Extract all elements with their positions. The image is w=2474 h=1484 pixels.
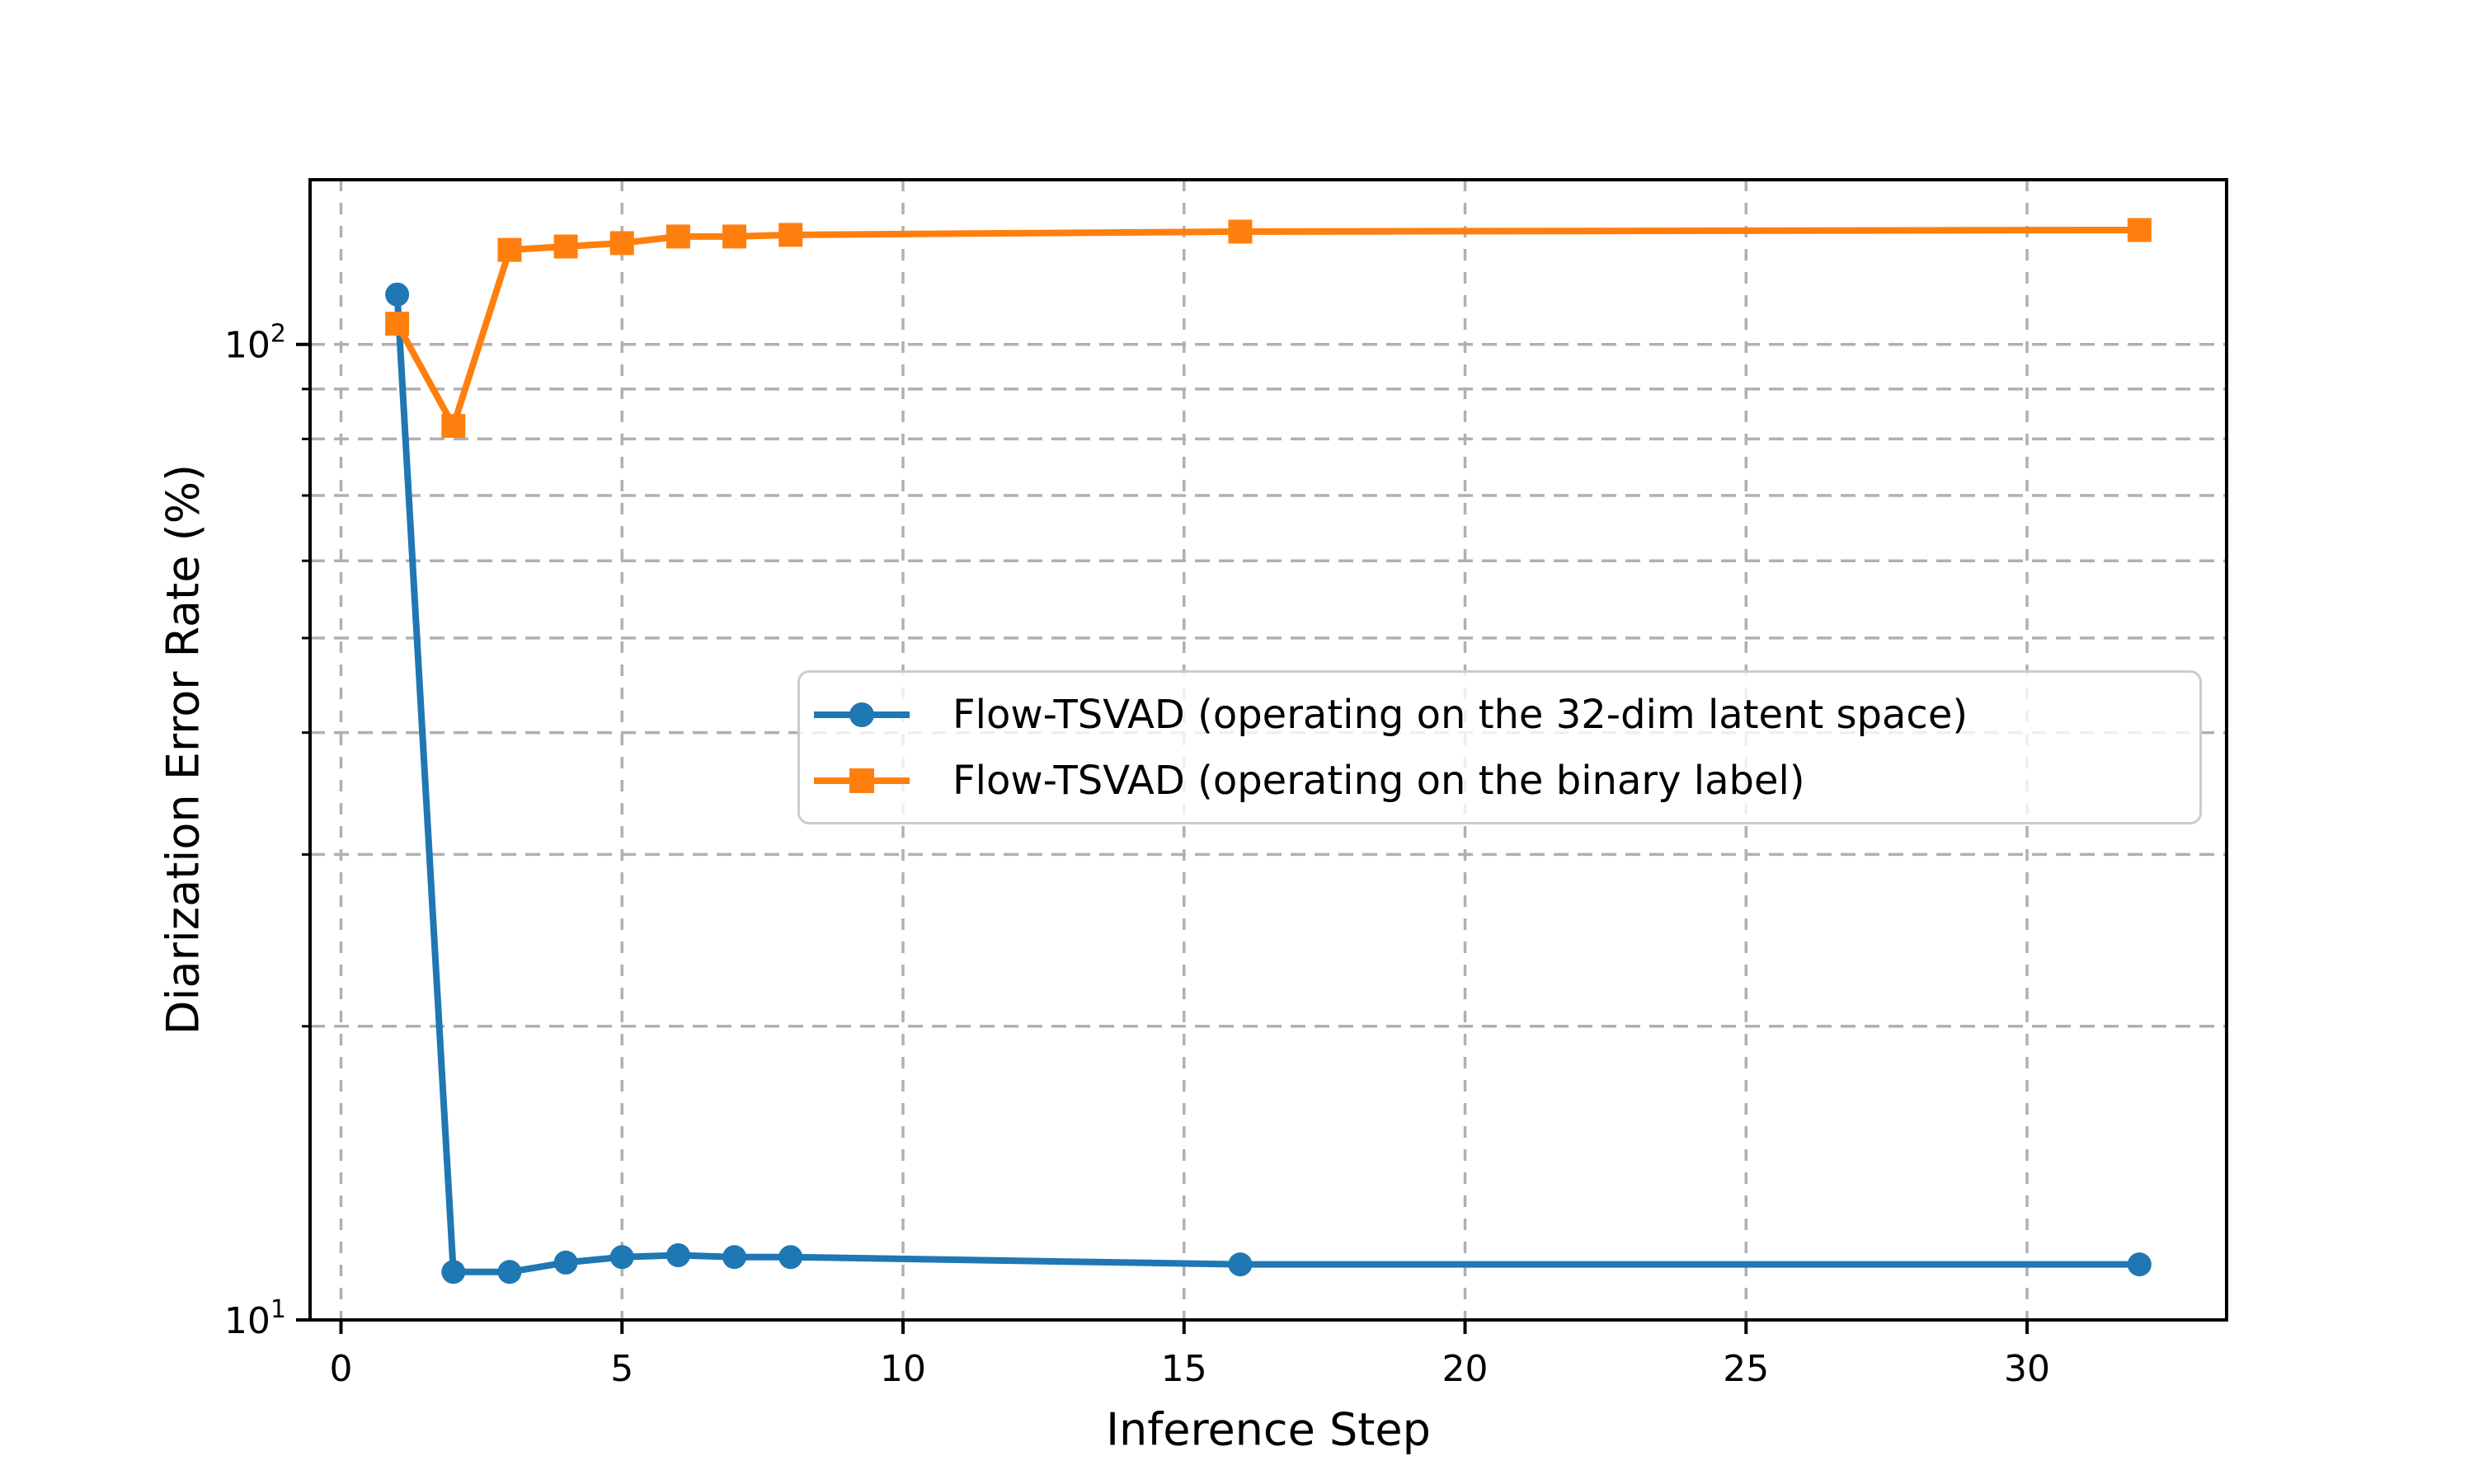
legend-row-binary: Flow-TSVAD (operating on the binary labe… [812,755,2199,806]
data-point-circle [385,282,410,307]
legend-circle-marker-icon [849,702,874,727]
x-tick-label: 5 [610,1348,633,1390]
legend-sample-binary [814,768,910,793]
legend-square-marker-icon [849,768,874,793]
data-point-square [2127,218,2152,242]
legend-label-binary: Flow-TSVAD (operating on the binary labe… [952,757,1805,804]
data-point-circle [666,1243,690,1268]
data-point-square [553,234,578,259]
data-point-square [497,237,522,262]
x-tick-label: 10 [880,1348,926,1390]
x-tick-label: 20 [1442,1348,1489,1390]
series-line-binary [393,226,2143,430]
x-axis-label: Inference Step [1106,1403,1431,1456]
data-point-circle [778,1245,803,1270]
y-tick-label: 102 [224,320,286,367]
data-point-square [441,414,466,439]
series-line-latent [393,291,2143,1275]
x-tick-label: 15 [1161,1348,1207,1390]
data-point-circle [1228,1252,1253,1277]
data-point-square [722,224,747,249]
y-axis-label: Diarization Error Rate (%) [157,463,209,1036]
legend-row-latent: Flow-TSVAD (operating on the 32-dim late… [812,689,2199,740]
axes-frame [308,178,2228,1322]
x-tick-label: 0 [329,1348,352,1390]
data-point-square [609,231,634,256]
data-point-circle [2127,1252,2152,1277]
data-point-square [778,223,803,247]
x-tick-label: 30 [2004,1348,2050,1390]
data-point-square [1228,219,1253,244]
data-point-circle [553,1250,578,1275]
data-point-square [385,312,410,336]
data-point-circle [722,1245,747,1270]
data-point-circle [609,1245,634,1270]
data-point-circle [497,1260,522,1284]
data-point-circle [441,1260,466,1284]
y-tick-label: 101 [224,1295,286,1342]
data-point-square [666,224,690,249]
legend: Flow-TSVAD (operating on the 32-dim late… [797,670,2202,824]
legend-label-latent: Flow-TSVAD (operating on the 32-dim late… [952,691,1968,738]
legend-sample-latent [814,702,910,727]
x-tick-label: 25 [1723,1348,1769,1390]
